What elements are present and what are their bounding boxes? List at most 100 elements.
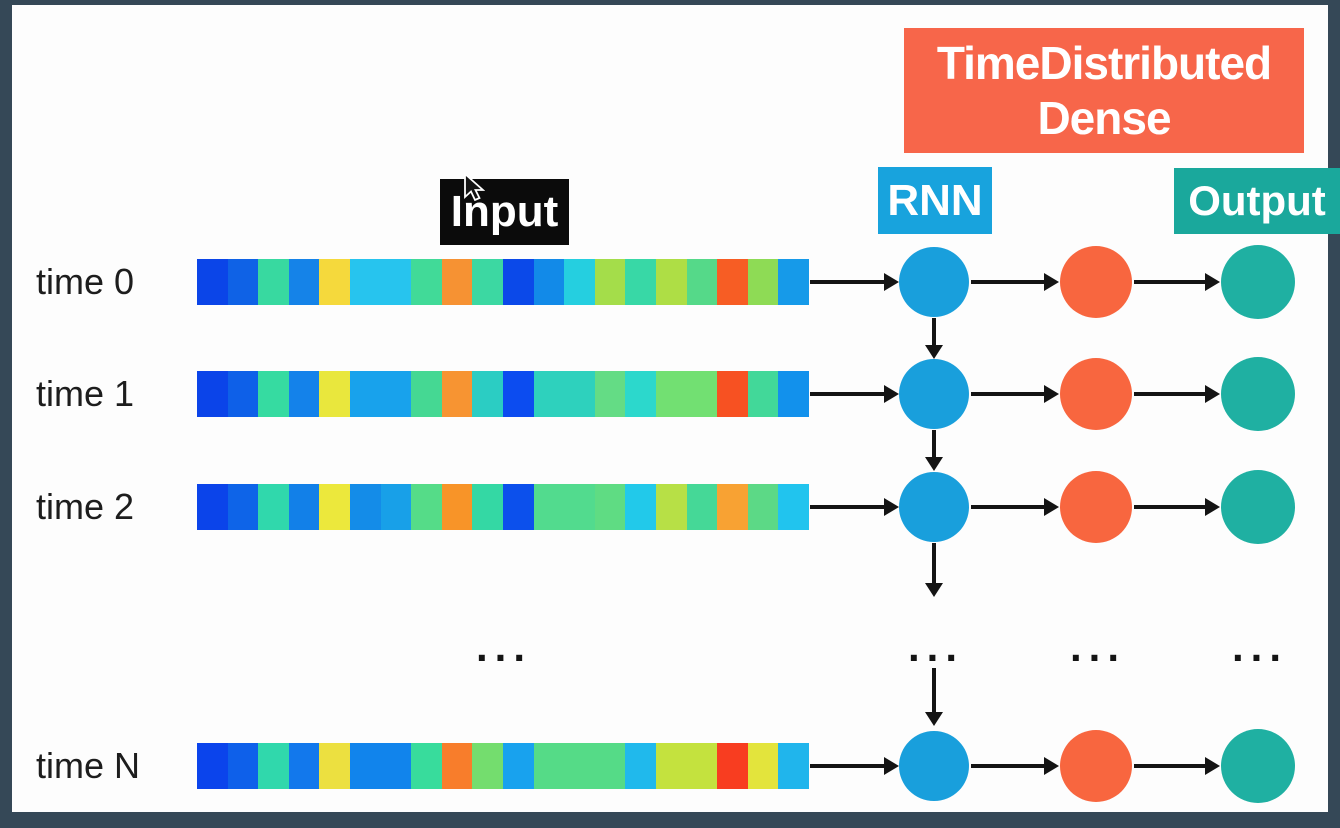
arrow-head-right	[884, 757, 899, 775]
arrow-head-down	[925, 345, 943, 359]
row-label-time-N: time N	[36, 745, 141, 786]
strip-segment	[227, 484, 259, 530]
strip-segment	[441, 743, 473, 789]
rnn-node	[899, 731, 969, 801]
strip-segment	[564, 259, 595, 305]
arrow-head-right	[1205, 498, 1220, 516]
arrow-head-right	[1044, 498, 1059, 516]
strip-segment	[747, 371, 779, 417]
strip-segment	[288, 371, 320, 417]
strip-segment	[472, 259, 503, 305]
output-label-box: Output	[1174, 168, 1340, 234]
strip-segment	[472, 743, 503, 789]
strip-segment	[197, 484, 228, 530]
strip-segment	[258, 743, 289, 789]
strip-segment	[502, 743, 534, 789]
strip-segment	[655, 259, 687, 305]
strip-segment	[227, 743, 259, 789]
output-node	[1221, 470, 1295, 544]
arrow-head-right	[1044, 757, 1059, 775]
time-distributed-label-line2: Dense	[1037, 91, 1171, 144]
strip-segment	[227, 371, 259, 417]
arrow-line	[1134, 280, 1206, 284]
rnn-node	[899, 359, 969, 429]
recurrent-arrow-line	[932, 318, 936, 347]
strip-segment	[197, 371, 228, 417]
time-distributed-label-line1: TimeDistributed	[936, 37, 1272, 90]
arrow-line	[810, 505, 885, 509]
dense-node	[1060, 246, 1132, 318]
arrow-line	[1134, 505, 1206, 509]
strip-segment	[411, 484, 442, 530]
recurrent-arrow-line	[932, 543, 936, 585]
rnn-label: RNN	[887, 175, 983, 225]
mouse-cursor-icon	[464, 172, 485, 202]
strip-segment	[717, 743, 748, 789]
rnn-node	[899, 472, 969, 542]
arrow-head-right	[1044, 385, 1059, 403]
strip-segment	[197, 743, 228, 789]
strip-segment	[258, 484, 289, 530]
arrow-line	[810, 764, 885, 768]
strip-segment	[472, 371, 503, 417]
strip-segment	[717, 259, 748, 305]
strip-segment	[319, 743, 350, 789]
strip-segment	[502, 259, 534, 305]
arrow-head-down	[925, 583, 943, 597]
dense-node	[1060, 730, 1132, 802]
ellipsis-rnn-column: ...	[907, 623, 965, 670]
strip-segment	[472, 484, 503, 530]
strip-segment	[625, 371, 656, 417]
strip-segment	[380, 484, 412, 530]
input-strip	[197, 371, 809, 417]
strip-segment	[441, 371, 473, 417]
arrow-line	[810, 280, 885, 284]
arrow-line	[1134, 764, 1206, 768]
output-node	[1221, 729, 1295, 803]
input-strip	[197, 259, 809, 305]
strip-segment	[686, 259, 718, 305]
strip-segment	[533, 371, 595, 417]
strip-segment	[441, 484, 473, 530]
strip-segment	[594, 484, 626, 530]
arrow-head-right	[1205, 757, 1220, 775]
input-label: Input	[450, 187, 559, 236]
arrow-line	[971, 505, 1045, 509]
arrow-head-right	[884, 498, 899, 516]
dense-node	[1060, 358, 1132, 430]
arrow-head-right	[1044, 273, 1059, 291]
strip-segment	[411, 743, 442, 789]
strip-segment	[778, 371, 809, 417]
arrow-head-down	[925, 712, 943, 726]
strip-segment	[533, 259, 565, 305]
arrow-head-right	[1205, 273, 1220, 291]
output-node	[1221, 245, 1295, 319]
output-node	[1221, 357, 1295, 431]
strip-segment	[747, 743, 779, 789]
strip-segment	[594, 259, 626, 305]
strip-segment	[197, 259, 228, 305]
recurrent-arrow-line	[932, 430, 936, 459]
arrow-head-right	[884, 273, 899, 291]
strip-segment	[747, 259, 779, 305]
strip-segment	[411, 371, 442, 417]
arrow-head-right	[884, 385, 899, 403]
input-strip	[197, 484, 809, 530]
strip-segment	[288, 484, 320, 530]
dense-node	[1060, 471, 1132, 543]
strip-segment	[349, 743, 412, 789]
strip-segment	[349, 371, 412, 417]
row-label-time-1: time 1	[36, 373, 135, 414]
arrow-head-down	[925, 457, 943, 471]
time-distributed-dense-label-box: TimeDistributed Dense	[904, 28, 1304, 153]
input-strip	[197, 743, 809, 789]
row-label-time-2: time 2	[36, 486, 135, 527]
strip-segment	[655, 484, 687, 530]
ellipsis-dense-column: ...	[1069, 623, 1127, 670]
strip-segment	[778, 743, 809, 789]
strip-segment	[288, 259, 320, 305]
slide-canvas: TimeDistributed Dense Input RNN Output t…	[12, 5, 1340, 812]
row-label-time-0: time 0	[36, 261, 135, 302]
strip-segment	[258, 371, 289, 417]
